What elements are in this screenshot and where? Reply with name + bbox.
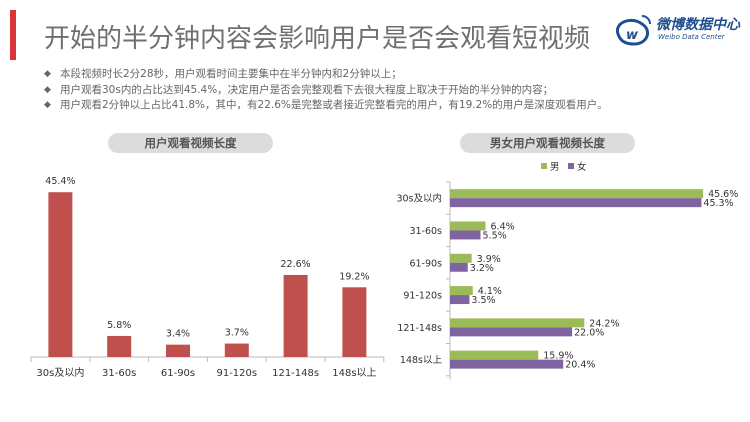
y-tick-label: 31-60s [409,226,442,237]
y-tick-label: 61-90s [409,258,442,269]
data-label: 5.8% [107,320,131,331]
x-tick-label: 30s及以内 [36,366,84,379]
data-label: 15.9% [543,351,573,362]
data-label: 20.4% [565,360,595,371]
bar-male [450,318,585,328]
data-label: 22.0% [574,327,604,338]
weibo-logo-icon: w [615,15,651,46]
legend-label: 女 [577,161,587,173]
bar-male [450,221,486,231]
bullet-list: ◆ 本段视频时长2分28秒，用户观看时间主要集中在半分钟内和2分钟以上； ◆ 用户观… [44,67,608,114]
bullet-item: ◆ 本段视频时长2分28秒，用户观看时间主要集中在半分钟内和2分钟以上； [44,67,608,83]
bullet-text: 用户观看2分钟以上占比41.8%，其中，有22.6%是完整或者接近完整看完的用户… [60,99,608,111]
bar-female [450,327,573,337]
x-tick-label: 121-148s [272,368,319,379]
data-label: 5.5% [483,230,507,241]
x-tick-label: 61-90s [161,368,195,379]
data-label: 45.4% [45,176,75,187]
bar [107,335,132,357]
bar-female [450,262,468,272]
data-label: 45.6% [708,189,738,200]
bar-female [450,295,470,305]
bar-female [450,359,564,369]
data-label: 19.2% [339,271,369,282]
svg-text:w: w [626,28,639,43]
bar-female [450,198,702,208]
bar-female [450,230,481,240]
bar [166,344,190,357]
bar [48,192,73,357]
logo-subtext: Weibo Data Center [658,33,725,41]
diamond-icon: ◆ [44,84,51,95]
x-tick-label: 91-120s [216,368,257,379]
data-label: 3.7% [225,328,249,339]
data-label: 24.2% [589,318,619,329]
bar [224,343,249,357]
bullet-text: 本段视频时长2分28秒，用户观看时间主要集中在半分钟内和2分钟以上； [60,68,402,80]
y-tick-label: 148s以上 [400,355,443,366]
page-title: 开始的半分钟内容会影响用户是否会观看短视频 [44,24,591,54]
data-label: 22.6% [281,259,311,270]
y-tick-label: 30s及以内 [396,193,442,205]
y-tick-label: 121-148s [397,323,442,334]
data-label: 45.3% [703,198,733,209]
bullet-item: ◆ 用户观看30s内的占比达到45.4%，决定用户是否会完整观看下去很大程度上取决… [44,83,608,99]
logo-text: 微博数据中心 [656,17,740,33]
legend-swatch [541,163,547,169]
bar-male [450,253,472,263]
data-label: 3.5% [471,295,495,306]
diamond-icon: ◆ [44,69,51,79]
data-label: 3.9% [477,254,501,265]
bar-male [450,350,539,360]
bar [342,287,367,357]
bar [283,274,308,357]
accent-bar [10,10,16,60]
data-label: 3.2% [470,263,494,274]
bullet-text: 用户观看30s内的占比达到45.4%，决定用户是否会完整观看下去很大程度上取决于… [60,83,554,96]
data-label: 3.4% [166,329,190,340]
data-label: 4.1% [478,286,502,297]
y-tick-label: 91-120s [403,291,442,302]
x-tick-label: 31-60s [102,368,136,379]
diamond-icon: ◆ [44,100,51,110]
bullet-item: ◆ 用户观看2分钟以上占比41.8%，其中，有22.6%是完整或者接近完整看完的用… [44,98,608,114]
data-label: 6.4% [491,221,515,232]
left-chart-title: 用户观看视频长度 [108,133,273,153]
legend-label: 男 [550,162,560,173]
x-tick-label: 148s以上 [332,367,376,379]
bar-male [450,189,704,199]
bar-male [450,286,473,296]
legend-swatch [568,163,574,169]
right-chart-title: 男女用户观看视频长度 [460,133,635,153]
logo: w 微博数据中心 Weibo Data Center [612,12,747,48]
